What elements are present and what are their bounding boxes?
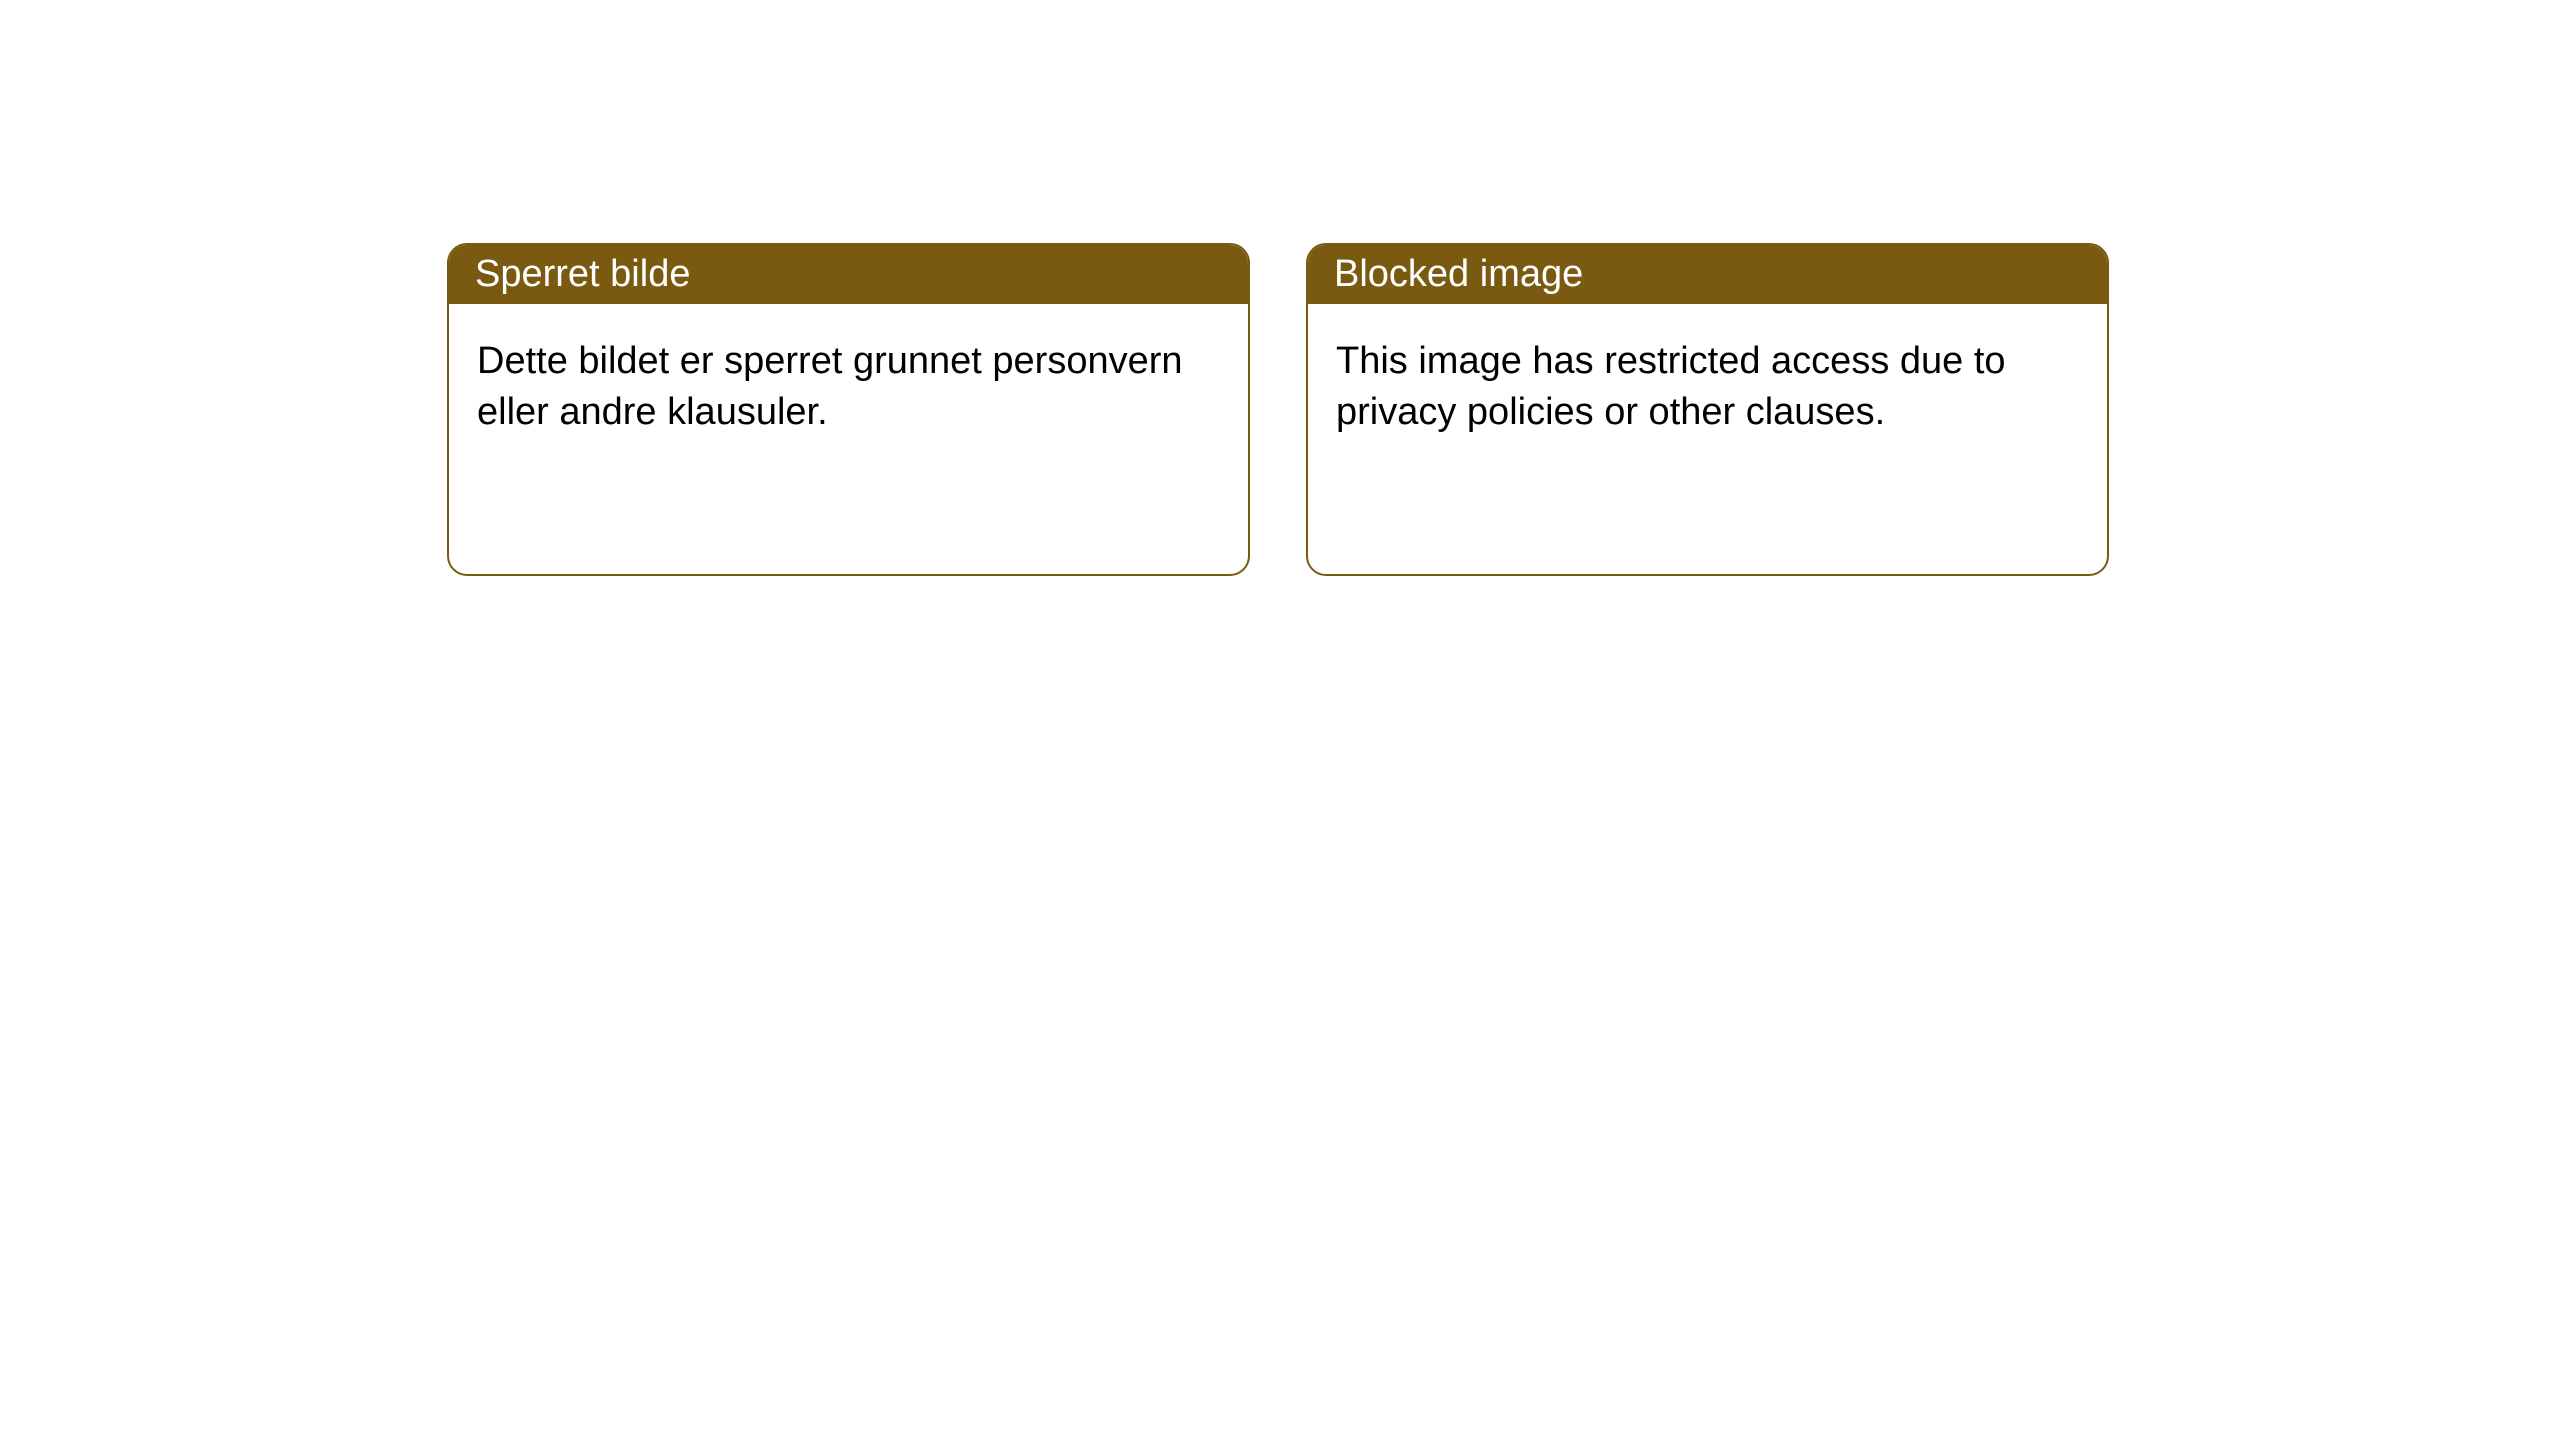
notice-card-english: Blocked image This image has restricted …	[1306, 243, 2109, 576]
card-body: This image has restricted access due to …	[1308, 304, 2107, 574]
notice-card-norwegian: Sperret bilde Dette bildet er sperret gr…	[447, 243, 1250, 576]
card-body: Dette bildet er sperret grunnet personve…	[449, 304, 1248, 574]
card-title: Blocked image	[1334, 253, 1583, 295]
card-body-text: Dette bildet er sperret grunnet personve…	[477, 340, 1183, 433]
card-header: Blocked image	[1308, 245, 2107, 304]
card-title: Sperret bilde	[475, 253, 690, 295]
card-body-text: This image has restricted access due to …	[1336, 340, 2006, 433]
notice-container: Sperret bilde Dette bildet er sperret gr…	[0, 0, 2560, 576]
card-header: Sperret bilde	[449, 245, 1248, 304]
